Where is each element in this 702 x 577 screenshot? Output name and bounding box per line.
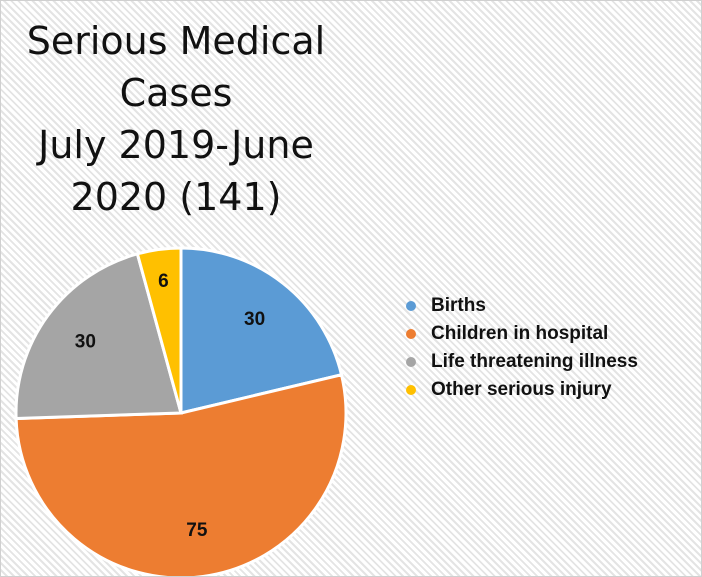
pie-slice bbox=[14, 372, 348, 576]
pie-slice bbox=[179, 246, 344, 415]
legend-label: Children in hospital bbox=[431, 323, 608, 344]
legend-label: Births bbox=[431, 295, 486, 316]
chart-title: Serious Medical Cases July 2019-June 202… bbox=[11, 15, 341, 223]
legend-marker bbox=[406, 301, 416, 311]
legend-label: Life threatening illness bbox=[431, 351, 638, 372]
data-label: 30 bbox=[244, 309, 265, 330]
title-line: July 2019-June 2020 (141) bbox=[38, 123, 314, 219]
pie-slice bbox=[14, 252, 183, 421]
data-label: 30 bbox=[75, 332, 96, 353]
data-label: 6 bbox=[158, 271, 169, 292]
legend-marker bbox=[406, 357, 416, 367]
legend-marker bbox=[406, 385, 416, 395]
legend-label: Other serious injury bbox=[431, 379, 612, 400]
data-label: 75 bbox=[186, 520, 208, 541]
legend-marker bbox=[406, 329, 416, 339]
title-line: Serious Medical Cases bbox=[26, 19, 326, 115]
pie-slice bbox=[135, 246, 183, 414]
